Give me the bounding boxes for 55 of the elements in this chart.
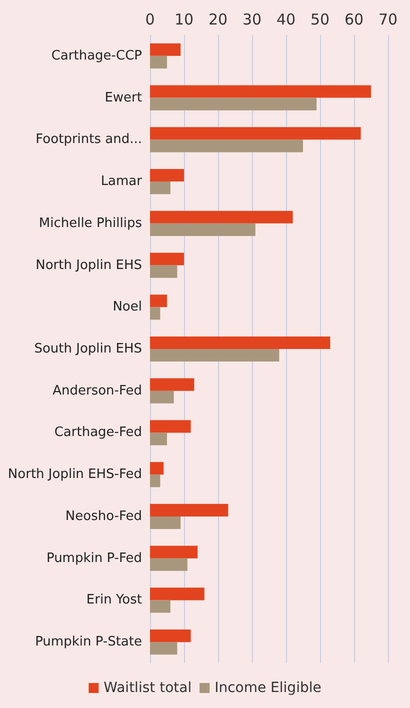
bar (150, 98, 317, 110)
bar (150, 168, 184, 182)
bar (150, 140, 303, 152)
bar (150, 432, 167, 446)
x-tick-label: 30 (242, 10, 262, 28)
bar (150, 349, 280, 362)
bar (150, 223, 256, 236)
x-tick-label: 20 (208, 10, 228, 28)
bar (150, 390, 174, 404)
bar (150, 546, 198, 558)
bar (150, 85, 371, 98)
bar (150, 336, 330, 349)
y-tick-label: North Joplin EHS (36, 258, 142, 273)
y-tick-label: Erin Yost (86, 592, 142, 608)
y-tick-label: Neosho-Fed (65, 508, 142, 524)
bar (150, 516, 181, 530)
bar (150, 600, 170, 613)
y-tick-label: Pumpkin P-State (35, 634, 142, 650)
x-tick-label: 10 (174, 10, 194, 28)
bar (150, 378, 194, 391)
y-tick-label: Michelle Phillips (38, 216, 142, 231)
y-tick-label: Ewert (104, 90, 142, 106)
x-tick-label: 50 (310, 10, 330, 28)
bar (150, 642, 178, 655)
bar (150, 56, 167, 68)
legend-label: Income Eligible (214, 680, 322, 696)
x-tick-label: 40 (276, 10, 296, 28)
y-tick-label: South Joplin EHS (34, 342, 142, 356)
bar (150, 462, 164, 475)
bar (150, 127, 361, 140)
bar (150, 474, 160, 488)
bar (150, 182, 170, 194)
x-tick-label: 60 (344, 10, 364, 28)
y-tick-label: North Joplin EHS-Fed (8, 467, 142, 482)
y-tick-label: Carthage-CCP (51, 48, 142, 64)
y-tick-label: Footprints and... (36, 132, 142, 148)
bar (150, 558, 188, 571)
bar (150, 210, 293, 224)
y-tick-label: Carthage-Fed (54, 425, 142, 440)
bar (150, 504, 228, 516)
bar (150, 307, 160, 320)
y-tick-label: Pumpkin P-Fed (46, 550, 142, 566)
bar (150, 252, 184, 266)
legend-label: Waitlist total (104, 680, 192, 696)
bar (150, 265, 178, 278)
x-tick-label: 70 (378, 10, 398, 28)
bar (150, 420, 191, 433)
y-tick-label: Noel (112, 300, 142, 315)
y-tick-label: Anderson-Fed (52, 383, 142, 398)
bar (150, 294, 167, 308)
y-tick-label: Lamar (100, 174, 143, 190)
bar (150, 43, 181, 56)
x-tick-label: 0 (145, 10, 155, 28)
bar (150, 630, 191, 642)
bar (150, 588, 204, 600)
